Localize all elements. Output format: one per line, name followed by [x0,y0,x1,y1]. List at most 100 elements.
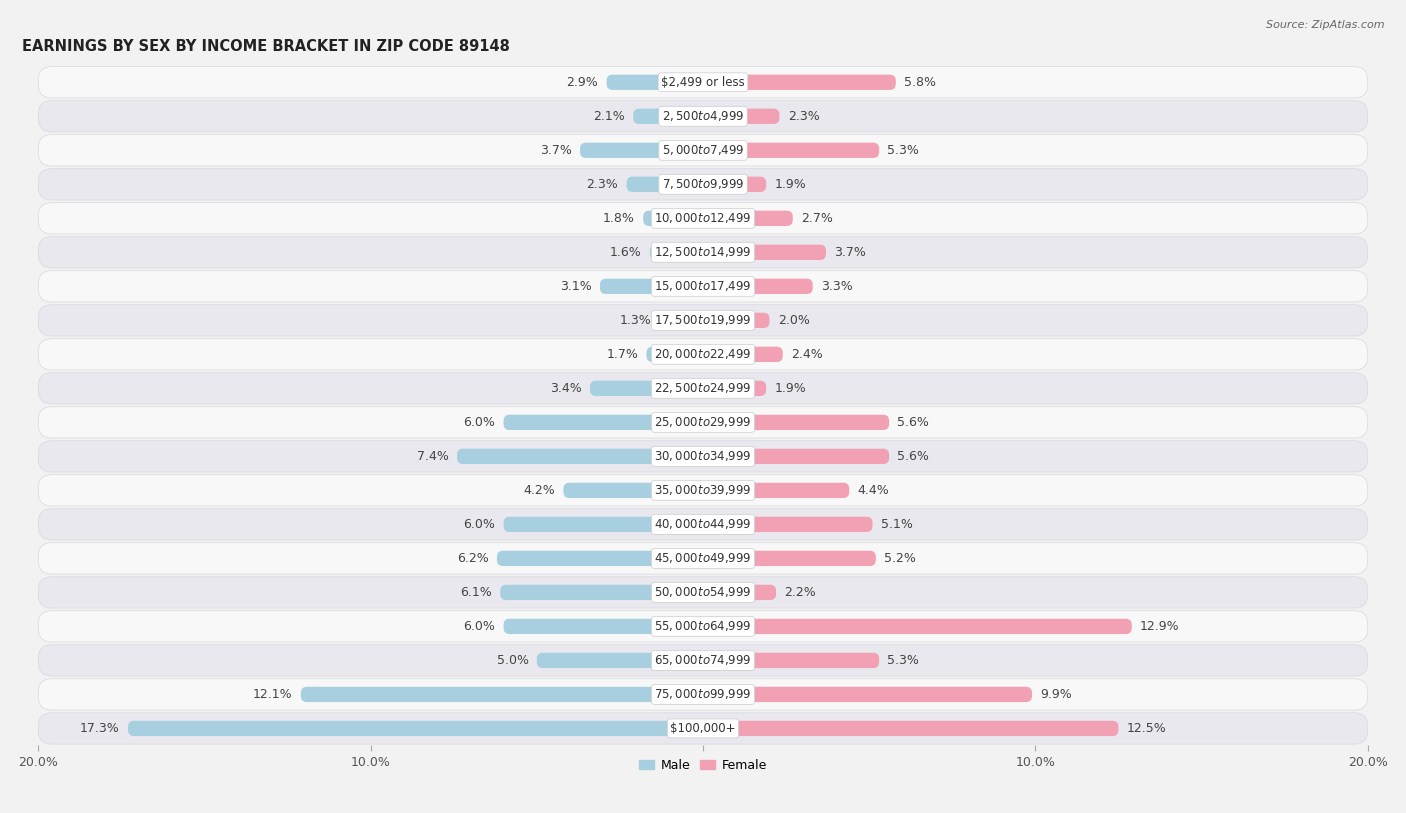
FancyBboxPatch shape [703,279,813,294]
FancyBboxPatch shape [537,653,703,668]
FancyBboxPatch shape [703,380,766,396]
FancyBboxPatch shape [38,645,1368,676]
Text: 3.4%: 3.4% [550,382,582,395]
FancyBboxPatch shape [703,687,1032,702]
Text: Source: ZipAtlas.com: Source: ZipAtlas.com [1267,20,1385,30]
FancyBboxPatch shape [659,313,703,328]
Text: EARNINGS BY SEX BY INCOME BRACKET IN ZIP CODE 89148: EARNINGS BY SEX BY INCOME BRACKET IN ZIP… [21,39,509,54]
FancyBboxPatch shape [301,687,703,702]
FancyBboxPatch shape [501,585,703,600]
Text: 5.6%: 5.6% [897,450,929,463]
FancyBboxPatch shape [503,415,703,430]
FancyBboxPatch shape [38,713,1368,744]
FancyBboxPatch shape [503,619,703,634]
Text: 1.6%: 1.6% [610,246,641,259]
FancyBboxPatch shape [128,721,703,736]
Text: $100,000+: $100,000+ [671,722,735,735]
FancyBboxPatch shape [38,611,1368,642]
FancyBboxPatch shape [606,75,703,90]
FancyBboxPatch shape [38,406,1368,438]
Text: $7,500 to $9,999: $7,500 to $9,999 [662,177,744,191]
FancyBboxPatch shape [647,346,703,362]
Text: $75,000 to $99,999: $75,000 to $99,999 [654,688,752,702]
FancyBboxPatch shape [703,449,889,464]
FancyBboxPatch shape [703,75,896,90]
FancyBboxPatch shape [703,483,849,498]
FancyBboxPatch shape [503,517,703,532]
FancyBboxPatch shape [703,245,825,260]
Text: 2.3%: 2.3% [787,110,820,123]
FancyBboxPatch shape [38,475,1368,506]
Text: 7.4%: 7.4% [416,450,449,463]
FancyBboxPatch shape [38,305,1368,336]
FancyBboxPatch shape [38,168,1368,200]
FancyBboxPatch shape [703,619,1132,634]
FancyBboxPatch shape [38,67,1368,98]
Text: 1.7%: 1.7% [606,348,638,361]
FancyBboxPatch shape [38,679,1368,710]
FancyBboxPatch shape [38,101,1368,132]
Text: 6.0%: 6.0% [464,620,495,633]
Text: 6.0%: 6.0% [464,416,495,429]
FancyBboxPatch shape [564,483,703,498]
Text: 12.1%: 12.1% [253,688,292,701]
Text: 5.3%: 5.3% [887,144,920,157]
Text: $40,000 to $44,999: $40,000 to $44,999 [654,517,752,532]
FancyBboxPatch shape [703,109,779,124]
FancyBboxPatch shape [703,585,776,600]
FancyBboxPatch shape [38,543,1368,574]
Text: $30,000 to $34,999: $30,000 to $34,999 [654,450,752,463]
Text: 2.2%: 2.2% [785,586,815,599]
FancyBboxPatch shape [38,271,1368,302]
FancyBboxPatch shape [457,449,703,464]
FancyBboxPatch shape [38,339,1368,370]
Text: $22,500 to $24,999: $22,500 to $24,999 [654,381,752,395]
FancyBboxPatch shape [591,380,703,396]
FancyBboxPatch shape [38,509,1368,540]
Text: 17.3%: 17.3% [80,722,120,735]
Text: 4.2%: 4.2% [523,484,555,497]
Text: 5.6%: 5.6% [897,416,929,429]
Text: $35,000 to $39,999: $35,000 to $39,999 [654,484,752,498]
Text: 9.9%: 9.9% [1040,688,1073,701]
Text: $12,500 to $14,999: $12,500 to $14,999 [654,246,752,259]
Text: 2.9%: 2.9% [567,76,599,89]
Text: $55,000 to $64,999: $55,000 to $64,999 [654,620,752,633]
Text: $2,500 to $4,999: $2,500 to $4,999 [662,109,744,124]
FancyBboxPatch shape [703,313,769,328]
Text: 12.5%: 12.5% [1126,722,1167,735]
Text: 4.4%: 4.4% [858,484,890,497]
FancyBboxPatch shape [38,135,1368,166]
Text: 1.9%: 1.9% [775,382,806,395]
Text: $45,000 to $49,999: $45,000 to $49,999 [654,551,752,565]
Text: $65,000 to $74,999: $65,000 to $74,999 [654,654,752,667]
Legend: Male, Female: Male, Female [634,754,772,776]
FancyBboxPatch shape [703,415,889,430]
FancyBboxPatch shape [703,721,1118,736]
FancyBboxPatch shape [643,211,703,226]
FancyBboxPatch shape [703,142,879,158]
Text: 1.8%: 1.8% [603,212,636,225]
Text: 3.1%: 3.1% [560,280,592,293]
FancyBboxPatch shape [703,176,766,192]
FancyBboxPatch shape [703,550,876,566]
FancyBboxPatch shape [633,109,703,124]
Text: 6.1%: 6.1% [460,586,492,599]
FancyBboxPatch shape [703,517,873,532]
Text: 3.3%: 3.3% [821,280,853,293]
FancyBboxPatch shape [703,346,783,362]
Text: 6.0%: 6.0% [464,518,495,531]
Text: $17,500 to $19,999: $17,500 to $19,999 [654,313,752,328]
FancyBboxPatch shape [496,550,703,566]
FancyBboxPatch shape [627,176,703,192]
Text: 12.9%: 12.9% [1140,620,1180,633]
Text: $50,000 to $54,999: $50,000 to $54,999 [654,585,752,599]
Text: 1.3%: 1.3% [620,314,651,327]
Text: 2.4%: 2.4% [792,348,823,361]
Text: $2,499 or less: $2,499 or less [661,76,745,89]
FancyBboxPatch shape [38,202,1368,234]
Text: $20,000 to $22,499: $20,000 to $22,499 [654,347,752,361]
Text: $10,000 to $12,499: $10,000 to $12,499 [654,211,752,225]
Text: 2.0%: 2.0% [778,314,810,327]
Text: 2.3%: 2.3% [586,178,619,191]
